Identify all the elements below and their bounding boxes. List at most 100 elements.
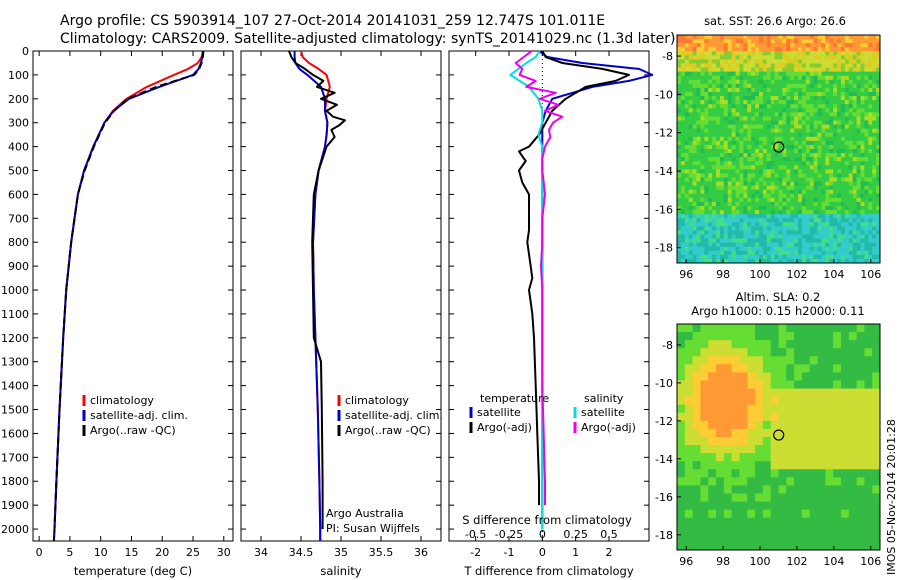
x-tick-label: 35.5 bbox=[369, 546, 394, 559]
map-cell bbox=[719, 128, 725, 134]
map-cell bbox=[848, 222, 854, 227]
map-cell bbox=[817, 238, 822, 244]
map-cell bbox=[762, 71, 768, 77]
map-cell bbox=[801, 193, 807, 199]
map-cell bbox=[821, 153, 826, 158]
map-cell bbox=[852, 140, 858, 146]
map-cell bbox=[755, 477, 764, 486]
map-cell bbox=[790, 43, 795, 48]
map-cell bbox=[677, 485, 686, 494]
map-cell bbox=[739, 238, 744, 244]
map-cell bbox=[680, 246, 686, 252]
map-cell bbox=[864, 356, 873, 365]
map-cell bbox=[829, 189, 834, 195]
map-cell bbox=[704, 96, 709, 101]
map-cell bbox=[829, 173, 834, 178]
map-cell bbox=[712, 254, 717, 260]
map-cell bbox=[735, 157, 740, 162]
map-cell bbox=[716, 412, 725, 422]
map-cell bbox=[833, 181, 838, 187]
map-cell bbox=[856, 485, 865, 494]
map-cell bbox=[704, 112, 709, 117]
map-cell bbox=[872, 509, 881, 519]
map-cell bbox=[712, 55, 717, 60]
map-cell bbox=[837, 193, 842, 199]
map-cell bbox=[798, 144, 803, 150]
map-cell bbox=[708, 197, 713, 203]
map-cell bbox=[868, 197, 873, 203]
map-cell bbox=[712, 185, 717, 191]
map-cell bbox=[723, 428, 733, 438]
map-cell bbox=[864, 525, 873, 535]
map-cell bbox=[716, 75, 721, 81]
map-cell bbox=[872, 201, 877, 207]
map-cell bbox=[872, 132, 877, 138]
map-cell bbox=[852, 246, 858, 252]
map-cell bbox=[770, 348, 779, 357]
map-cell bbox=[677, 356, 686, 365]
map-cell bbox=[860, 136, 865, 142]
map-cell bbox=[837, 124, 842, 130]
map-cell bbox=[739, 404, 748, 414]
map-cell bbox=[844, 124, 850, 130]
map-cell bbox=[723, 47, 729, 52]
map-cell bbox=[743, 157, 748, 162]
map-cell bbox=[692, 39, 698, 44]
x-tick-label: 104 bbox=[823, 268, 844, 281]
map-cell bbox=[825, 87, 830, 93]
map-cell bbox=[731, 197, 737, 203]
map-cell bbox=[770, 517, 779, 527]
map-cell bbox=[677, 445, 686, 454]
map-cell bbox=[794, 173, 799, 178]
map-cell bbox=[766, 63, 772, 69]
map-cell bbox=[778, 51, 783, 56]
map-cell bbox=[692, 43, 698, 48]
map-cell bbox=[680, 43, 686, 48]
map-cell bbox=[817, 108, 822, 113]
map-cell bbox=[844, 149, 850, 154]
map-cell bbox=[716, 372, 725, 381]
map-cell bbox=[774, 234, 779, 240]
map-cell bbox=[856, 437, 865, 446]
y-tick-label: 1200 bbox=[1, 332, 29, 345]
map-cell bbox=[821, 132, 826, 138]
map-cell bbox=[684, 210, 690, 215]
map-cell bbox=[813, 201, 819, 207]
map-cell bbox=[813, 197, 819, 203]
map-cell bbox=[743, 128, 748, 134]
map-cell bbox=[719, 242, 725, 248]
map-cell bbox=[758, 120, 764, 126]
map-cell bbox=[856, 189, 861, 195]
map-cell bbox=[786, 509, 795, 519]
map-cell bbox=[868, 92, 873, 97]
map-cell bbox=[758, 83, 764, 89]
map-cell bbox=[801, 509, 811, 519]
map-cell bbox=[837, 234, 842, 240]
map-cell bbox=[712, 140, 717, 146]
map-cell bbox=[872, 250, 877, 256]
map-cell bbox=[872, 59, 877, 64]
map-cell bbox=[809, 92, 815, 97]
map-cell bbox=[844, 71, 850, 77]
map-cell bbox=[727, 246, 733, 252]
map-cell bbox=[719, 136, 725, 142]
map-cell bbox=[731, 517, 740, 527]
map-cell bbox=[817, 445, 826, 454]
map-cell bbox=[692, 136, 698, 142]
map-cell bbox=[688, 246, 694, 252]
map-cell bbox=[817, 348, 826, 357]
map-cell bbox=[844, 67, 850, 73]
map-cell bbox=[700, 83, 705, 89]
map-cell bbox=[848, 35, 854, 40]
map-cell bbox=[723, 197, 729, 203]
map-cell bbox=[872, 96, 877, 101]
map-cell bbox=[860, 71, 865, 77]
map-cell bbox=[700, 453, 709, 462]
map-cell bbox=[704, 71, 709, 77]
map-cell bbox=[766, 59, 772, 64]
map-cell bbox=[825, 177, 830, 183]
map-cell bbox=[868, 96, 873, 101]
map-cell bbox=[758, 43, 764, 48]
map-cell bbox=[856, 210, 861, 215]
map-cell bbox=[700, 230, 705, 235]
